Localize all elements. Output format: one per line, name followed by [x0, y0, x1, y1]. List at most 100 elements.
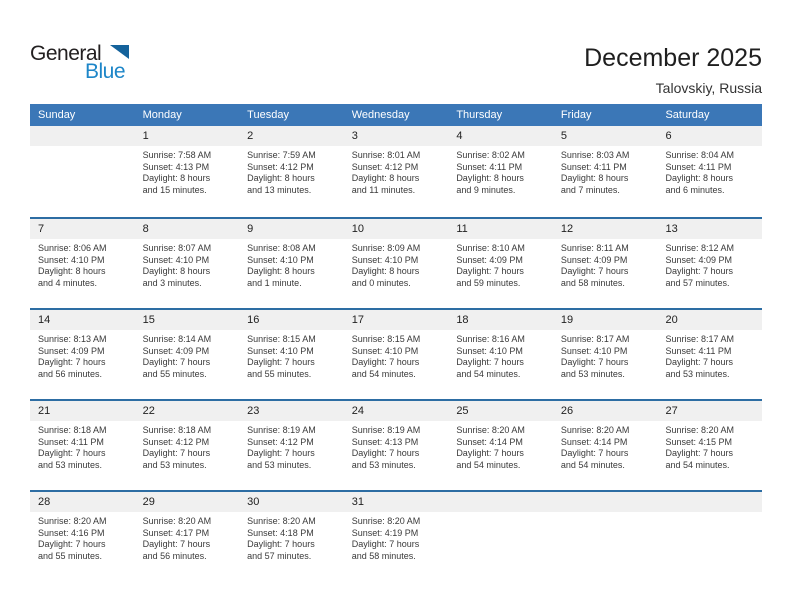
- daylight-text: Daylight: 7 hours and 56 minutes.: [142, 539, 211, 561]
- logo: General Blue: [30, 42, 150, 87]
- day-number: 22: [142, 405, 155, 417]
- sunset-text: Sunset: 4:10 PM: [351, 345, 419, 356]
- day-number: 20: [665, 314, 678, 326]
- sunset-text: Sunset: 4:09 PM: [456, 254, 523, 265]
- day-cell: 17 Sunrise: 8:15 AM Sunset: 4:10 PM Dayligh…: [343, 310, 449, 399]
- day-cell-body: Sunrise: 8:20 AM Sunset: 4:18 PM Daylight:…: [239, 512, 344, 562]
- daylight-text: Daylight: 7 hours and 54 minutes.: [560, 448, 629, 470]
- day-number-band: 27: [657, 401, 763, 421]
- daylight-text: Daylight: 7 hours and 58 minutes.: [351, 539, 420, 561]
- day-cell: 30 Sunrise: 8:20 AM Sunset: 4:18 PM Dayligh…: [239, 492, 344, 581]
- daylight-text: Daylight: 7 hours and 53 minutes.: [351, 448, 420, 470]
- day-number-band: 10: [343, 219, 449, 239]
- day-number-band: 14: [30, 310, 135, 330]
- day-cell-body: Sunrise: 8:13 AM Sunset: 4:09 PM Daylight:…: [30, 330, 135, 380]
- page-title: December 2025: [584, 44, 762, 72]
- day-number: 13: [665, 223, 678, 235]
- weekday-header-cell: Wednesday: [351, 109, 410, 121]
- sunset-text: Sunset: 4:18 PM: [247, 527, 314, 538]
- day-cell-body: Sunrise: 8:20 AM Sunset: 4:17 PM Daylight:…: [135, 512, 240, 562]
- daylight-text: Daylight: 7 hours and 58 minutes.: [560, 266, 629, 288]
- day-cell-body: Sunrise: 8:20 AM Sunset: 4:15 PM Daylight:…: [657, 421, 762, 471]
- daylight-text: Daylight: 8 hours and 13 minutes.: [247, 173, 315, 195]
- logo-text-blue: Blue: [85, 60, 126, 83]
- weekday-header-cell: Monday: [142, 109, 182, 121]
- day-cell: 15 Sunrise: 8:14 AM Sunset: 4:09 PM Dayligh…: [134, 310, 240, 399]
- day-cell: 27 Sunrise: 8:20 AM Sunset: 4:15 PM Dayligh…: [657, 401, 763, 490]
- day-cell-body: Sunrise: 8:17 AM Sunset: 4:10 PM Daylight:…: [553, 330, 658, 380]
- sunrise-text: Sunrise: 8:15 AM: [247, 334, 316, 344]
- sunrise-text: Sunrise: 8:20 AM: [247, 516, 316, 526]
- sunrise-text: Sunrise: 8:18 AM: [142, 425, 212, 435]
- daylight-text: Daylight: 7 hours and 53 minutes.: [142, 448, 211, 470]
- day-number-band: 1: [134, 126, 240, 146]
- day-cell-body: Sunrise: 7:58 AM Sunset: 4:13 PM Daylight:…: [135, 146, 240, 196]
- sunrise-text: Sunrise: 8:10 AM: [456, 243, 525, 253]
- logo-triangle-icon: [110, 45, 129, 59]
- day-number-band: 16: [239, 310, 344, 330]
- daylight-text: Daylight: 8 hours and 1 minute.: [247, 266, 315, 288]
- week-row: 7 Sunrise: 8:06 AM Sunset: 4:10 PM Daylight…: [30, 217, 763, 308]
- sunrise-text: Sunrise: 8:19 AM: [351, 425, 421, 435]
- day-cell-body: Sunrise: 8:09 AM Sunset: 4:10 PM Daylight:…: [344, 239, 449, 289]
- daylight-text: Daylight: 7 hours and 57 minutes.: [665, 266, 734, 288]
- sunrise-text: Sunrise: 8:03 AM: [560, 150, 630, 160]
- day-number-band: [552, 492, 658, 512]
- sunset-text: Sunset: 4:12 PM: [247, 161, 314, 172]
- day-number-band: 12: [552, 219, 658, 239]
- day-cell-body: Sunrise: 7:59 AM Sunset: 4:12 PM Daylight:…: [239, 146, 344, 196]
- day-number-band: 22: [134, 401, 240, 421]
- sunrise-text: Sunrise: 8:12 AM: [665, 243, 735, 253]
- sunrise-text: Sunrise: 8:04 AM: [665, 150, 735, 160]
- day-cell-body: Sunrise: 8:18 AM Sunset: 4:12 PM Daylight:…: [135, 421, 240, 471]
- day-cell-body: Sunrise: 8:12 AM Sunset: 4:09 PM Daylight:…: [657, 239, 762, 289]
- sunrise-text: Sunrise: 8:01 AM: [351, 150, 421, 160]
- daylight-text: Daylight: 8 hours and 9 minutes.: [456, 173, 524, 195]
- sunset-text: Sunset: 4:10 PM: [38, 254, 105, 265]
- day-number-band: 8: [134, 219, 240, 239]
- sunset-text: Sunset: 4:16 PM: [38, 527, 105, 538]
- daylight-text: Daylight: 7 hours and 59 minutes.: [456, 266, 524, 288]
- sunset-text: Sunset: 4:19 PM: [351, 527, 419, 538]
- day-number: 24: [351, 405, 364, 417]
- day-cell: 3 Sunrise: 8:01 AM Sunset: 4:12 PM Daylight…: [343, 126, 449, 217]
- daylight-text: Daylight: 7 hours and 55 minutes.: [247, 357, 315, 379]
- sunset-text: Sunset: 4:10 PM: [351, 254, 419, 265]
- sunset-text: Sunset: 4:17 PM: [142, 527, 210, 538]
- sunrise-text: Sunrise: 8:13 AM: [38, 334, 107, 344]
- daylight-text: Daylight: 7 hours and 56 minutes.: [38, 357, 106, 379]
- day-cell-body: Sunrise: 8:07 AM Sunset: 4:10 PM Daylight:…: [135, 239, 240, 289]
- sunset-text: Sunset: 4:10 PM: [247, 345, 314, 356]
- day-number: 26: [560, 405, 574, 417]
- sunset-text: Sunset: 4:11 PM: [665, 161, 732, 172]
- day-number-band: 21: [30, 401, 135, 421]
- day-number: 11: [456, 223, 468, 235]
- day-cell: 11 Sunrise: 8:10 AM Sunset: 4:09 PM Dayligh…: [448, 219, 553, 308]
- day-cell: 18 Sunrise: 8:16 AM Sunset: 4:10 PM Dayligh…: [448, 310, 553, 399]
- day-number: 5: [560, 130, 568, 142]
- day-cell: 16 Sunrise: 8:15 AM Sunset: 4:10 PM Dayligh…: [239, 310, 344, 399]
- day-number-band: 6: [657, 126, 763, 146]
- day-cell: 10 Sunrise: 8:09 AM Sunset: 4:10 PM Dayligh…: [343, 219, 449, 308]
- day-cell: 26 Sunrise: 8:20 AM Sunset: 4:14 PM Dayligh…: [552, 401, 658, 490]
- sunset-text: Sunset: 4:12 PM: [142, 436, 210, 447]
- sunrise-text: Sunrise: 8:02 AM: [456, 150, 525, 160]
- day-cell-body: Sunrise: 8:20 AM Sunset: 4:14 PM Daylight:…: [553, 421, 658, 471]
- day-number: 19: [560, 314, 574, 326]
- day-cell-body: Sunrise: 8:15 AM Sunset: 4:10 PM Daylight:…: [239, 330, 344, 380]
- sunrise-text: Sunrise: 7:58 AM: [142, 150, 212, 160]
- day-cell-body: Sunrise: 8:19 AM Sunset: 4:12 PM Daylight:…: [239, 421, 344, 471]
- day-number-band: 20: [657, 310, 763, 330]
- day-cell: 4 Sunrise: 8:02 AM Sunset: 4:11 PM Daylight…: [448, 126, 553, 217]
- sunrise-text: Sunrise: 8:11 AM: [560, 243, 629, 253]
- daylight-text: Daylight: 8 hours and 6 minutes.: [665, 173, 734, 195]
- day-cell-body: Sunrise: 8:15 AM Sunset: 4:10 PM Daylight:…: [344, 330, 449, 380]
- day-cell: 23 Sunrise: 8:19 AM Sunset: 4:12 PM Dayligh…: [239, 401, 344, 490]
- sunset-text: Sunset: 4:15 PM: [665, 436, 733, 447]
- day-number-band: 4: [448, 126, 553, 146]
- day-number-band: 29: [134, 492, 240, 512]
- sunset-text: Sunset: 4:14 PM: [560, 436, 628, 447]
- day-cell: 12 Sunrise: 8:11 AM Sunset: 4:09 PM Dayligh…: [552, 219, 658, 308]
- day-cell-body: Sunrise: 8:16 AM Sunset: 4:10 PM Daylight:…: [448, 330, 553, 380]
- sunrise-text: Sunrise: 8:20 AM: [665, 425, 735, 435]
